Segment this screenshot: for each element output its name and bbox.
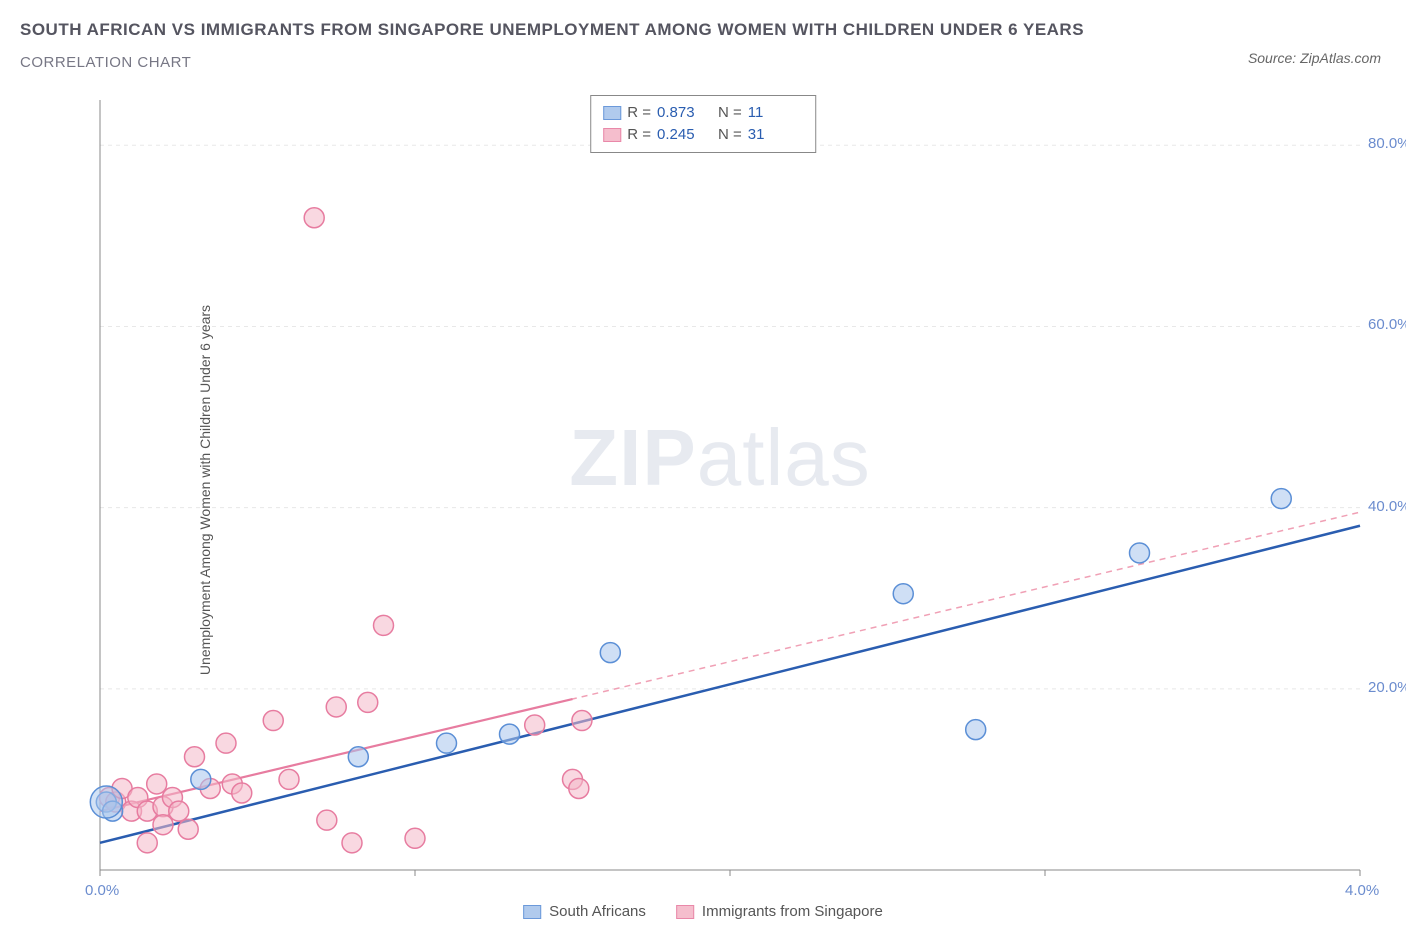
source-attribution: Source: ZipAtlas.com (1248, 50, 1381, 66)
y-tick-label: 20.0% (1368, 679, 1406, 696)
stat-n-value-a: 11 (748, 102, 803, 124)
chart-subtitle: CORRELATION CHART (20, 54, 191, 71)
swatch-series-a (603, 106, 621, 120)
y-tick-label: 60.0% (1368, 316, 1406, 333)
x-tick-label: 4.0% (1345, 882, 1379, 899)
stat-n-label: N = (718, 102, 742, 124)
swatch-series-b (676, 905, 694, 919)
stat-r-label: R = (627, 102, 651, 124)
stats-row-series-b: R = 0.245 N = 31 (603, 124, 803, 146)
legend-item-a: South Africans (523, 903, 646, 920)
legend-item-b: Immigrants from Singapore (676, 903, 883, 920)
stat-r-value-a: 0.873 (657, 102, 712, 124)
y-axis-label: Unemployment Among Women with Children U… (197, 305, 213, 675)
series-legend: South Africans Immigrants from Singapore (523, 903, 883, 920)
stats-legend-panel: R = 0.873 N = 11 R = 0.245 N = 31 (590, 95, 816, 153)
chart-area: Unemployment Among Women with Children U… (60, 90, 1380, 890)
stat-r-value-b: 0.245 (657, 124, 712, 146)
x-tick-label: 0.0% (85, 882, 119, 899)
stat-r-label: R = (627, 124, 651, 146)
y-tick-label: 40.0% (1368, 498, 1406, 515)
swatch-series-a (523, 905, 541, 919)
legend-label-b: Immigrants from Singapore (702, 903, 883, 920)
swatch-series-b (603, 128, 621, 142)
legend-label-a: South Africans (549, 903, 646, 920)
scatter-chart (60, 90, 1380, 890)
chart-title: SOUTH AFRICAN VS IMMIGRANTS FROM SINGAPO… (20, 20, 1386, 40)
source-prefix: Source: (1248, 50, 1300, 66)
stat-n-label: N = (718, 124, 742, 146)
y-tick-label: 80.0% (1368, 135, 1406, 152)
stat-n-value-b: 31 (748, 124, 803, 146)
source-name: ZipAtlas.com (1300, 50, 1381, 66)
stats-row-series-a: R = 0.873 N = 11 (603, 102, 803, 124)
